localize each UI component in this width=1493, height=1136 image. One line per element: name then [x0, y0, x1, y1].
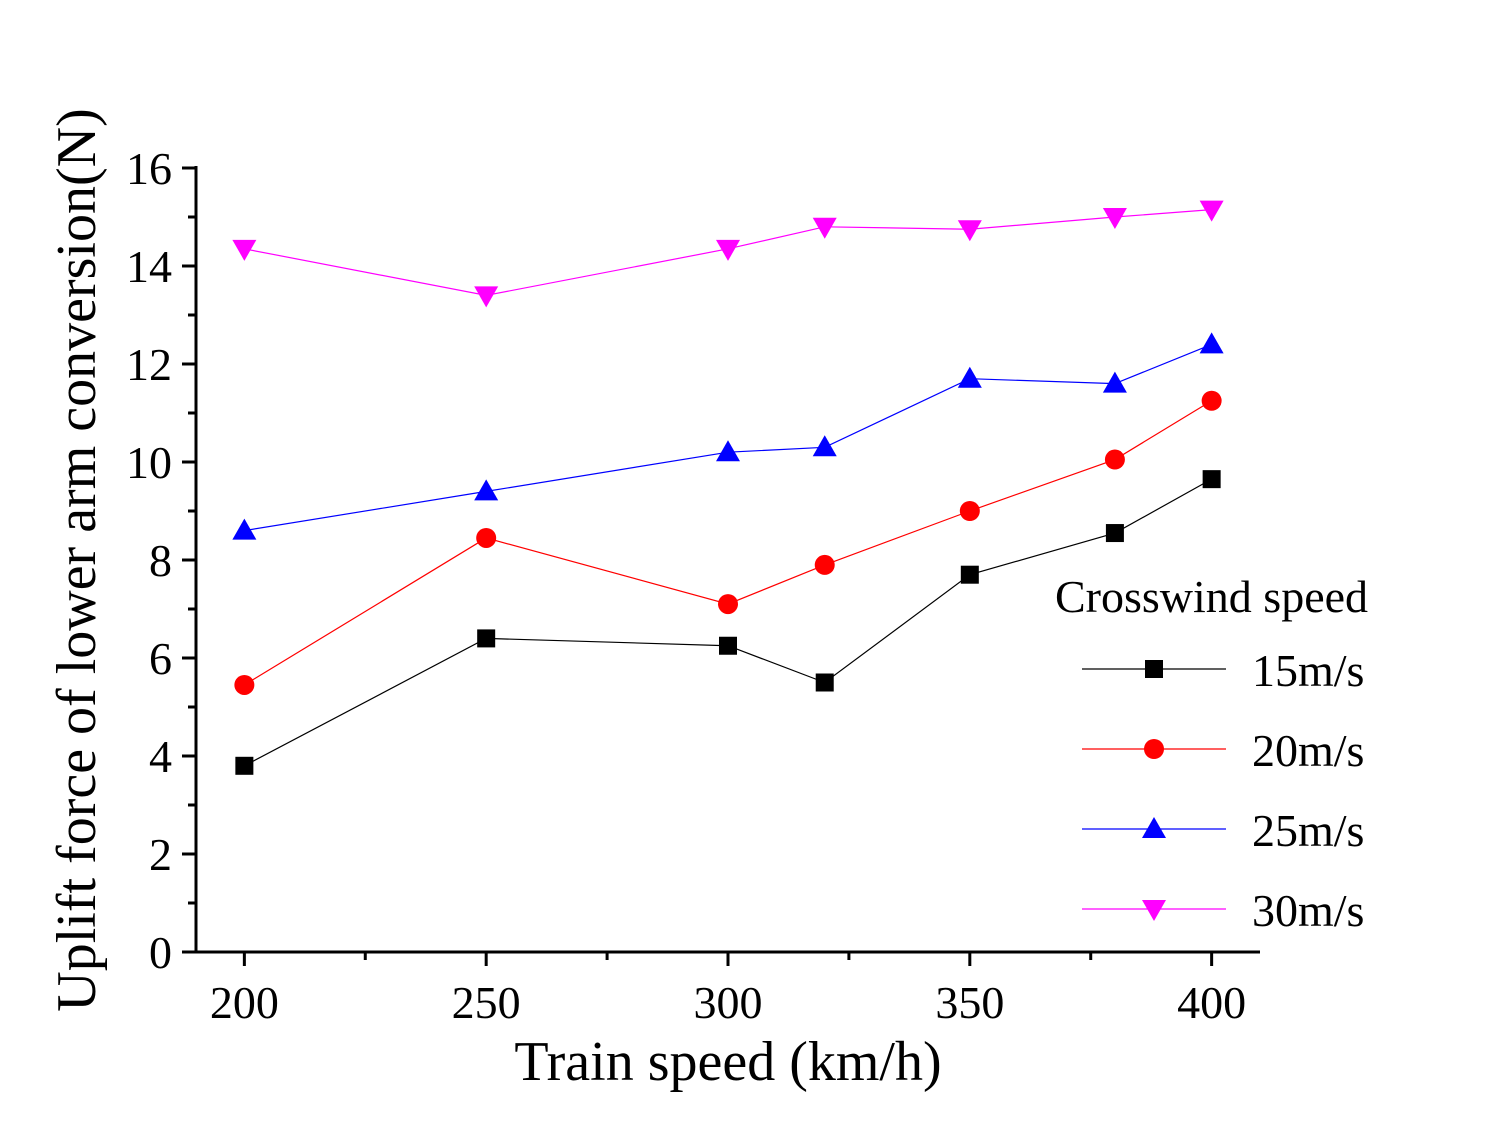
data-point-25ms: [1102, 371, 1127, 393]
data-point-30ms: [957, 220, 982, 242]
data-point-25ms: [474, 479, 499, 501]
data-point-15ms: [960, 565, 979, 584]
data-point-25ms: [716, 440, 740, 462]
data-point-30ms: [812, 217, 837, 239]
y-tick-label: 6: [149, 633, 172, 684]
data-point-20ms: [959, 501, 980, 521]
series-line-15ms: [244, 478, 1212, 767]
data-point-25ms: [812, 435, 837, 457]
y-tick-label: 4: [149, 731, 172, 782]
x-tick-label: 350: [935, 977, 1004, 1028]
legend-marker-30ms: [1142, 900, 1166, 921]
data-point-20ms: [476, 527, 497, 548]
x-tick-label: 250: [452, 977, 521, 1028]
legend-item-25ms: 25m/s: [1082, 805, 1364, 856]
legend-label-25ms: 25m/s: [1252, 805, 1364, 856]
data-point-20ms: [1104, 449, 1125, 470]
y-tick-label: 16: [126, 143, 172, 194]
series-25ms: [232, 332, 1224, 540]
series-15ms: [235, 470, 1221, 775]
legend-label-30ms: 30m/s: [1252, 885, 1364, 936]
data-point-15ms: [719, 636, 737, 655]
y-tick-label: 2: [149, 829, 172, 880]
data-point-20ms: [718, 594, 738, 615]
series-line-25ms: [244, 343, 1212, 532]
legend-label-20ms: 20m/s: [1252, 725, 1364, 776]
y-tick-label: 10: [126, 437, 172, 488]
data-point-15ms: [477, 629, 496, 648]
data-point-15ms: [1105, 524, 1124, 543]
data-point-15ms: [235, 756, 254, 775]
series-layer: [232, 200, 1224, 775]
x-axis-title: Train speed (km/h): [514, 1031, 941, 1093]
data-point-25ms: [957, 366, 982, 388]
data-point-20ms: [234, 674, 255, 695]
data-point-30ms: [716, 239, 740, 261]
data-point-20ms: [1201, 390, 1222, 411]
data-point-30ms: [1199, 200, 1224, 222]
data-point-15ms: [1202, 470, 1221, 489]
data-point-30ms: [474, 286, 499, 308]
axes: 0 2 4 6 8 10 12 14 16 200 250 300 350 400: [126, 143, 1260, 1028]
legend-item-20ms: 20m/s: [1082, 725, 1364, 776]
x-tick-label: 400: [1177, 977, 1246, 1028]
legend-item-30ms: 30m/s: [1082, 885, 1364, 936]
series-20ms: [234, 390, 1222, 695]
legend-label-15ms: 15m/s: [1252, 645, 1364, 696]
legend-marker-15ms: [1145, 660, 1163, 678]
y-tick-label: 12: [126, 339, 172, 390]
legend: Crosswind speed 15m/s 20m/s 25m/s 30m/s: [1055, 571, 1368, 936]
y-axis-title: Uplift force of lower arm conversion(N): [46, 108, 108, 1011]
data-point-20ms: [814, 554, 835, 575]
legend-marker-20ms: [1144, 739, 1164, 759]
data-point-25ms: [232, 518, 257, 540]
x-tick-label: 200: [210, 977, 279, 1028]
data-point-25ms: [1199, 332, 1224, 354]
x-tick-label: 300: [694, 977, 763, 1028]
y-tick-label: 8: [149, 535, 172, 586]
y-tick-label: 14: [126, 241, 172, 292]
legend-item-15ms: 15m/s: [1082, 645, 1364, 696]
y-tick-label: 0: [149, 927, 172, 978]
data-point-15ms: [815, 673, 834, 692]
legend-marker-25ms: [1142, 817, 1166, 838]
data-point-30ms: [1102, 208, 1127, 229]
data-point-30ms: [232, 239, 257, 261]
legend-title: Crosswind speed: [1055, 571, 1368, 622]
series-30ms: [232, 200, 1224, 308]
